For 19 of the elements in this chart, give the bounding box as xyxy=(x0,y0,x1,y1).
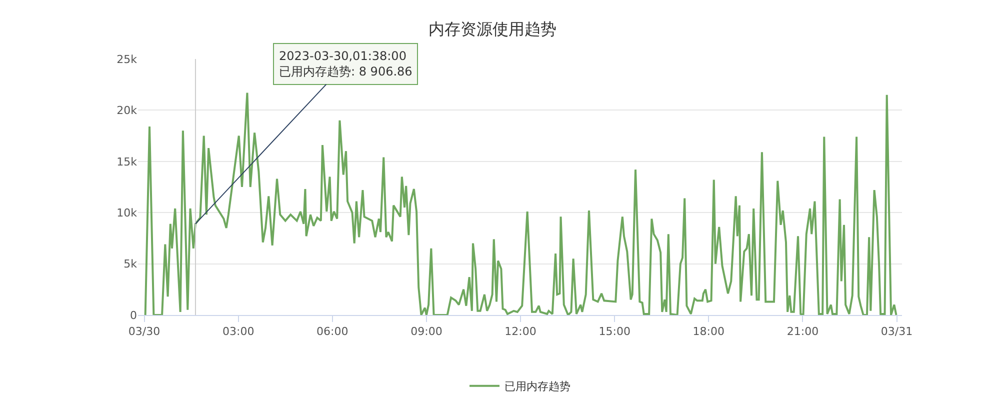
x-tick-label: 03/30 xyxy=(128,325,160,338)
x-tick-label: 12:00 xyxy=(504,325,536,338)
x-tick-label: 09:00 xyxy=(410,325,442,338)
chart-title: 内存资源使用趋势 xyxy=(428,19,556,38)
legend-label: 已用内存趋势 xyxy=(504,380,570,394)
y-tick-label: 5k xyxy=(124,258,138,271)
x-tick-label: 03/31 xyxy=(880,325,913,338)
x-tick-label: 15:00 xyxy=(598,325,630,338)
y-tick-label: 0 xyxy=(130,308,137,322)
x-tick-label: 21:00 xyxy=(786,325,819,338)
y-tick-label: 15k xyxy=(116,155,138,168)
y-tick-label: 20k xyxy=(116,104,138,118)
x-tick-label: 06:00 xyxy=(316,325,348,338)
line-series xyxy=(144,92,898,315)
x-tick-label: 03:00 xyxy=(222,325,254,338)
y-tick-label: 10k xyxy=(116,206,138,220)
annotation: 2023-03-30,01:38:00 已用内存趋势: 8 906.86 xyxy=(279,49,412,79)
y-tick-label: 25k xyxy=(116,52,138,66)
x-tick-label: 18:00 xyxy=(692,325,724,338)
